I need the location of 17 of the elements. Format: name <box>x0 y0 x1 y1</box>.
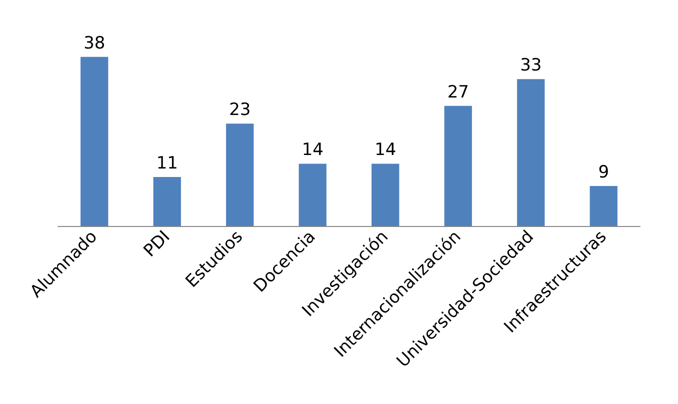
data-label: 27 <box>447 82 469 102</box>
bar <box>372 164 400 226</box>
data-label: 38 <box>84 33 106 54</box>
bar <box>298 164 326 226</box>
bar <box>590 186 618 226</box>
data-label: 11 <box>156 154 178 174</box>
data-label: 14 <box>302 140 324 160</box>
data-label: 14 <box>374 140 396 160</box>
x-tick-label: PDI <box>140 226 174 262</box>
bar <box>153 177 181 226</box>
bar <box>517 79 545 226</box>
bar <box>226 124 254 226</box>
data-label: 9 <box>598 162 610 182</box>
data-label: 23 <box>229 100 251 120</box>
bar <box>444 106 472 226</box>
bar <box>80 56 108 226</box>
data-label: 33 <box>520 56 542 76</box>
